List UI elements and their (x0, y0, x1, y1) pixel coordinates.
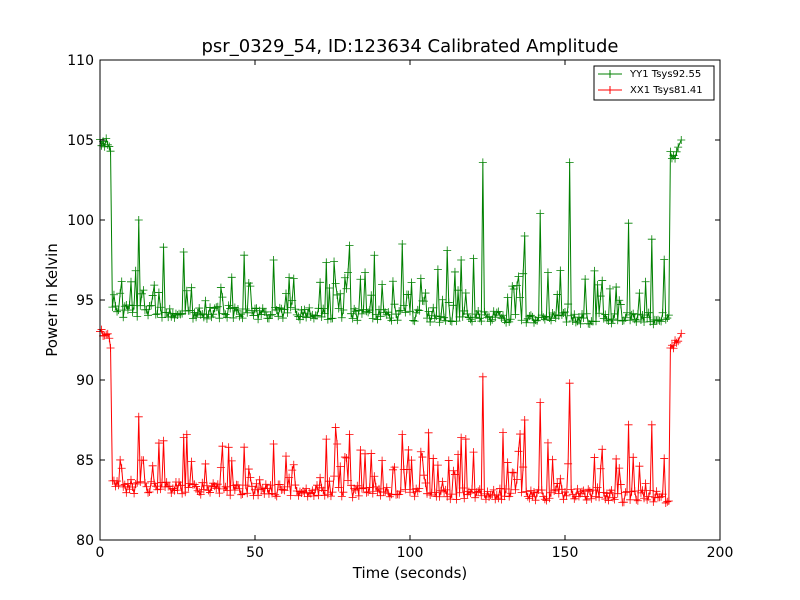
x-tick-label: 100 (397, 545, 424, 561)
y-tick-label: 105 (67, 133, 94, 149)
y-tick-label: 100 (67, 213, 94, 229)
y-axis: 80 85 90 95 100 105 110 (67, 53, 720, 549)
legend-box (593, 65, 715, 101)
legend-entry-xx1: XX1 Tsys81.41 (598, 85, 703, 96)
legend-label-xx1: XX1 Tsys81.41 (630, 85, 703, 96)
legend-label-yy1: YY1 Tsys92.55 (629, 69, 701, 80)
y-tick-label: 85 (76, 453, 94, 469)
x-axis: 0 50 100 150 200 (96, 60, 734, 561)
legend-marker-yy1 (606, 70, 614, 78)
chart-title: psr_0329_54, ID:123634 Calibrated Amplit… (201, 36, 618, 57)
x-tick-label: 0 (96, 545, 105, 561)
y-tick-label: 110 (67, 53, 94, 69)
x-tick-label: 50 (246, 545, 264, 561)
y-tick-label: 90 (76, 373, 94, 389)
y-tick-label: 95 (76, 293, 94, 309)
legend-marker-xx1 (606, 86, 614, 94)
x-tick-label: 200 (707, 545, 734, 561)
x-tick-label: 150 (552, 545, 579, 561)
y-axis-label: Power in Kelvin (43, 243, 61, 357)
legend-entry-yy1: YY1 Tsys92.55 (598, 69, 701, 80)
legend: YY1 Tsys92.55 XX1 Tsys81.41 (593, 65, 715, 101)
x-axis-label: Time (seconds) (352, 564, 468, 582)
y-tick-label: 80 (76, 533, 94, 549)
